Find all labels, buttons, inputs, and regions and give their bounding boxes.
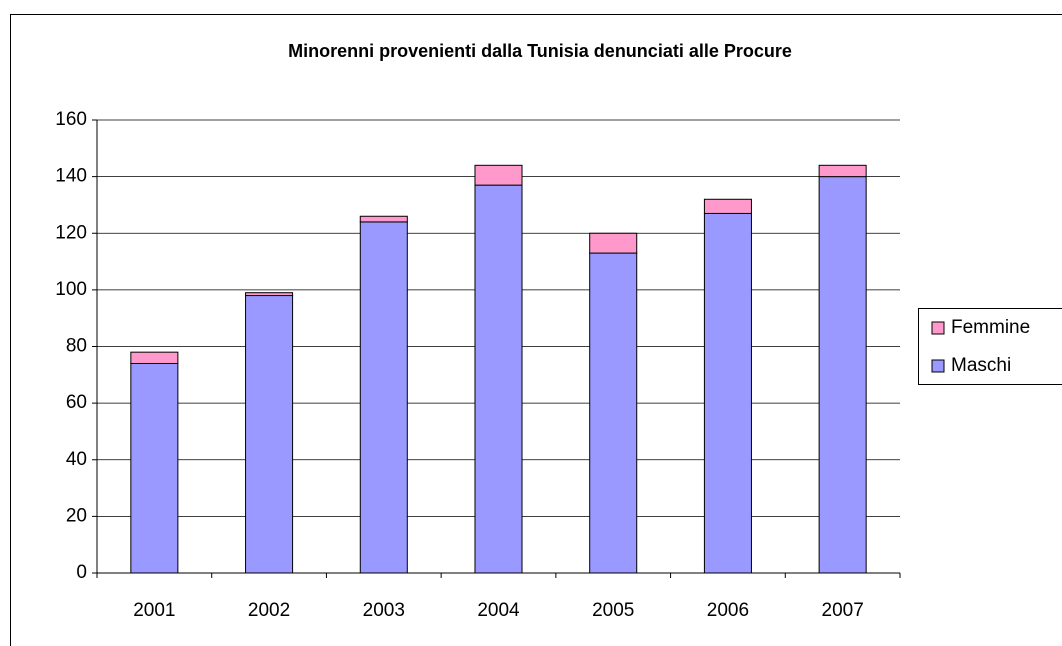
bar-segment [474, 184, 523, 574]
x-tick-label: 2003 [363, 600, 405, 621]
bar-segment [589, 252, 638, 574]
chart-title: Minorenni provenienti dalla Tunisia denu… [288, 41, 792, 61]
legend-label: Femmine [951, 317, 1030, 338]
y-tick-label: 100 [55, 279, 87, 300]
x-tick-label: 2006 [707, 600, 749, 621]
x-tick-label: 2002 [248, 600, 290, 621]
y-tick-label: 0 [76, 562, 87, 583]
bar-segment [703, 198, 752, 214]
bar-segment [130, 362, 179, 574]
bar-segment [130, 351, 179, 364]
bar-segment [359, 221, 408, 574]
bar-segment [474, 164, 523, 186]
legend-swatch [931, 359, 945, 373]
y-tick-label: 20 [66, 505, 87, 526]
y-tick-label: 60 [66, 392, 87, 413]
y-tick-label: 80 [66, 336, 87, 357]
bar-segment [589, 232, 638, 254]
bar-segment [245, 295, 294, 574]
bar-segment [245, 292, 294, 297]
y-tick-label: 40 [66, 449, 87, 470]
bar-segment [818, 176, 867, 574]
legend-swatch [931, 321, 945, 335]
legend-label: Maschi [951, 355, 1011, 376]
y-tick-label: 120 [55, 222, 87, 243]
bar-segment [359, 215, 408, 223]
x-tick-label: 2007 [822, 600, 864, 621]
x-tick-label: 2001 [133, 600, 175, 621]
y-tick-label: 140 [55, 166, 87, 187]
x-tick-label: 2004 [477, 600, 520, 621]
y-tick-label: 160 [55, 109, 87, 130]
bar-segment [703, 212, 752, 574]
bar-segment [818, 164, 867, 178]
x-tick-label: 2005 [592, 600, 634, 621]
